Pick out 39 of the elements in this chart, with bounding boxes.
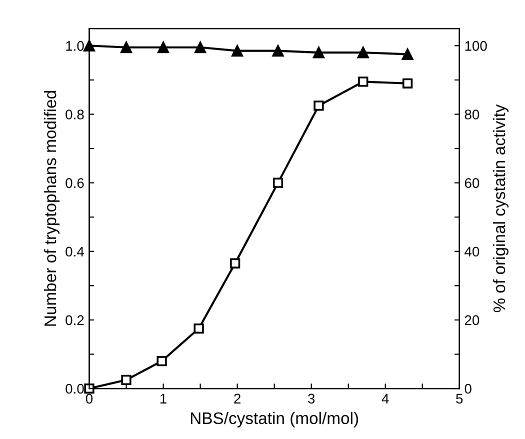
point [358,76,368,87]
x-tick-label: 3 [308,394,315,404]
y2-tick-label: 0 [464,384,472,394]
x-tick-label: 4 [382,394,389,404]
point [156,356,167,366]
y2-tick-label: 20 [464,315,480,326]
point [121,374,132,386]
x-tick-label: 0 [86,394,93,404]
x-tick-label: 2 [234,394,240,404]
y-axis-title: Number of tryptophans modified [44,91,60,326]
y2-tick-label: 40 [464,246,480,257]
point [230,258,240,268]
y-tick-label: 0.6 [66,178,84,188]
y2-axis-title: % of original cystatin activity [492,104,508,312]
y-tick-label: 0.8 [66,110,84,120]
y-tick-label: 0.4 [66,246,84,257]
point [357,46,369,58]
point [194,42,206,54]
point [194,323,204,334]
text: 0.0 [66,384,84,394]
point [272,45,284,57]
y-tick-label: 0.2 [66,315,84,326]
point [120,42,132,54]
x-tick-label: 5 [456,394,463,404]
point [84,383,94,394]
y2-tick-label: 80 [464,110,480,120]
y2-tick-label: 100 [465,41,487,51]
point [402,48,414,60]
point [272,178,284,188]
point [314,100,324,111]
x-tick-label: 1 [160,394,166,404]
point [158,42,170,54]
point [312,46,324,58]
y2-tick-label: 60 [464,178,480,188]
point [402,78,413,88]
point [232,45,244,57]
text: 1.0 [66,41,84,51]
x-axis-title: NBS/cystatin (mol/mol) [190,412,358,428]
point [83,40,96,52]
